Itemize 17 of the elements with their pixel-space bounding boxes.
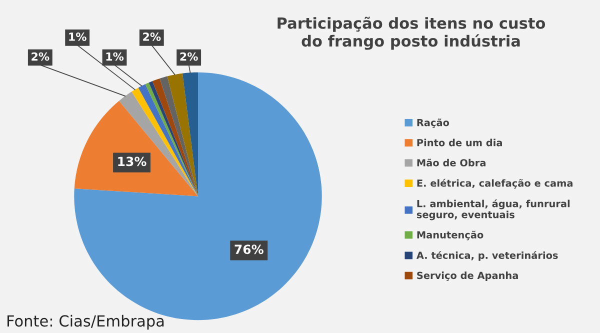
legend-label: Manutenção bbox=[417, 230, 484, 240]
legend-label: A. técnica, p. veterinários bbox=[416, 251, 558, 261]
data-label: 2% bbox=[32, 52, 50, 61]
data-label: 2% bbox=[180, 52, 198, 61]
legend-label: Pinto de um dia bbox=[417, 138, 502, 146]
legend-label: Ração bbox=[417, 118, 450, 128]
chart-title: Participação dos itens no custo do frango posto indústria bbox=[278, 16, 546, 50]
legend-label: L. ambiental, água, funrural seguro, eventuais bbox=[416, 199, 570, 220]
legend-label: Mão de Obra bbox=[417, 158, 486, 166]
data-label: 13% bbox=[118, 156, 146, 166]
data-label: 1% bbox=[106, 52, 124, 61]
data-label: 76% bbox=[234, 244, 264, 254]
legend-label: E. elétrica, calefação e cama bbox=[417, 178, 572, 189]
data-label: 1% bbox=[69, 32, 86, 41]
legend-label: Serviço de Apanha bbox=[417, 272, 518, 281]
source-note: Fonte: Cias/Embrapa bbox=[8, 314, 164, 330]
data-label: 2% bbox=[143, 32, 161, 41]
